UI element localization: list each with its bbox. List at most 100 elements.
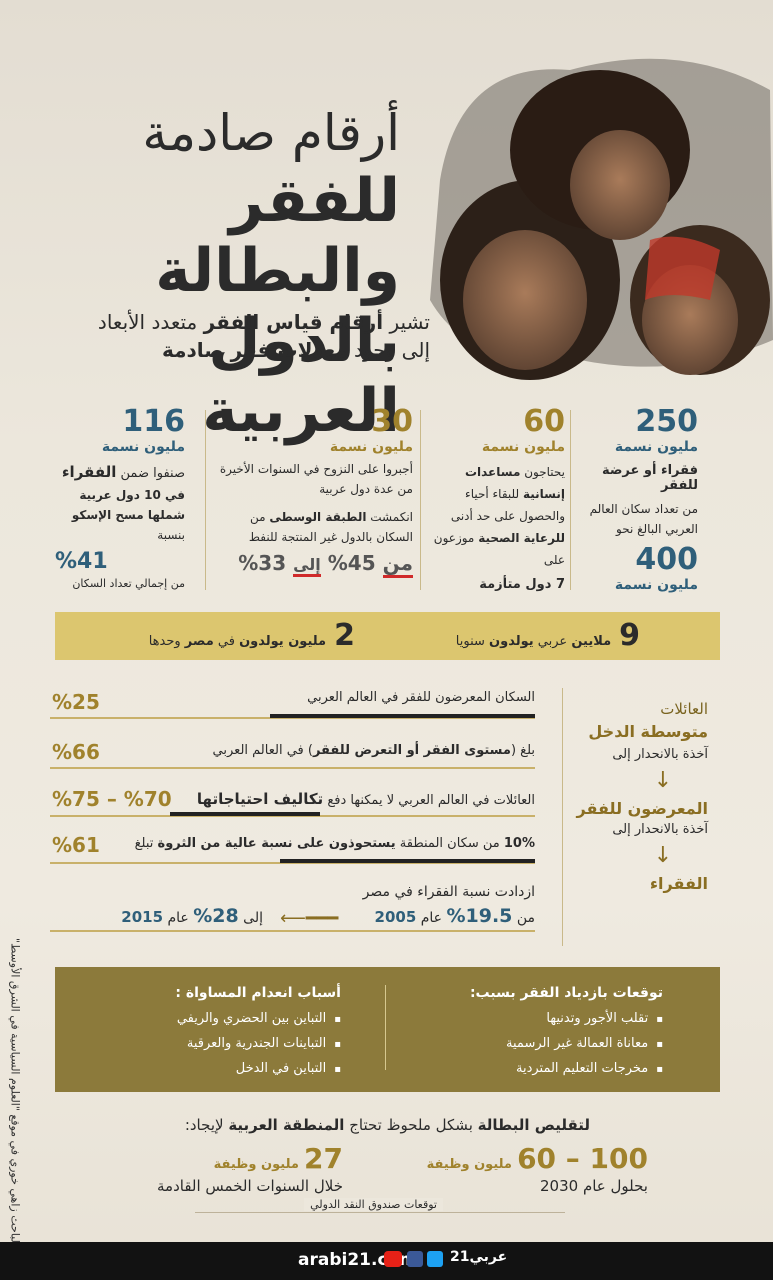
decor: [170, 812, 320, 816]
decor: [50, 767, 535, 769]
decor: [50, 815, 535, 817]
text: مستوى الفقر أو التعرض للفقر: [312, 743, 511, 758]
stat-number: 400: [635, 542, 698, 577]
text: في 10 دول عربية شملها مسح الإسكو: [71, 488, 185, 522]
text: آخذة بالانحدار إلى: [612, 747, 708, 762]
text: انكمشت: [366, 510, 413, 524]
decline-flow: العائلات متوسطة الدخل آخذة بالانحدار إلى…: [548, 700, 708, 893]
text: للرعاية الصحية: [478, 531, 565, 545]
arrow: ⟵━━━: [280, 908, 339, 929]
decor: [270, 714, 535, 718]
text: من إجمالي تعداد السكان: [72, 577, 185, 590]
text: موزعون على: [433, 531, 565, 567]
births: 2 مليون يولدون في مصر وحدها: [149, 618, 355, 660]
text: آخذة بالانحدار إلى: [612, 822, 708, 837]
heading: أسباب انعدام المساواة :: [175, 985, 341, 1001]
number: 60 – 100: [517, 1142, 648, 1175]
facebook-icon[interactable]: [407, 1251, 423, 1267]
text: بنسبة: [157, 528, 185, 542]
rate-text: 10% من سكان المنطقة يستحوذون على نسبة عا…: [135, 836, 535, 851]
arrow: ↓: [653, 768, 673, 793]
stat: 116 مليون نسمة صنفوا ضمن الفقراء في 10 د…: [55, 405, 185, 594]
decor: [205, 410, 206, 590]
text: تكاليف احتياجاتها: [196, 790, 324, 808]
text: بشكل ملحوظ تحتاج: [344, 1116, 478, 1134]
list-item: معاناة العمالة غير الرسمية: [403, 1032, 663, 1057]
text: مساعدات إنسانية: [464, 465, 565, 501]
text: بحلول عام 2030: [539, 1177, 648, 1195]
text: 7 دول متأزمة: [479, 577, 565, 592]
stat-number: 30: [371, 404, 413, 439]
decor: من %45 إلى %33: [215, 551, 413, 578]
decor: يحتاجون مساعدات إنسانية للبقاء أحياء وال…: [428, 461, 565, 571]
egypt-from: من %19.5 عام 2005: [375, 905, 535, 927]
text: خلال السنوات الخمس القادمة: [157, 1177, 343, 1195]
stat: 250 مليون نسمة فقراء أو عرضة للفقر من تع…: [578, 404, 698, 594]
text: عام: [420, 910, 443, 926]
decor: [562, 688, 563, 946]
stat-unit: مليون نسمة: [329, 439, 413, 455]
text: تشير: [383, 310, 431, 334]
text: إلى وجود: [347, 338, 430, 362]
jobs-intro: لتقليص البطالة بشكل ملحوظ تحتاج المنطقة …: [185, 1116, 590, 1134]
decor: [280, 859, 535, 863]
text: وحدها: [148, 634, 185, 649]
rate-text: بلغ (مستوى الفقر أو التعرض للفقر) في الع…: [213, 743, 535, 758]
text: صنفوا ضمن: [116, 466, 185, 481]
decor: [385, 985, 386, 1070]
arrow: ↓: [653, 843, 673, 868]
text: يحتاجون: [520, 465, 565, 479]
text: يولدون: [489, 634, 534, 649]
text: السكان المعرضون للفقر في العالم العربي: [307, 690, 535, 705]
text: العائلات في العالم العربي لا يمكنها دفع: [323, 793, 535, 808]
births-band: [55, 612, 720, 660]
text: المنطقة العربية: [228, 1116, 345, 1134]
source: المصدر: الباحث زاهي خوري في موقع "العلوم…: [8, 938, 22, 1280]
stat: 60 مليون نسمة يحتاجون مساعدات إنسانية لل…: [428, 405, 565, 593]
text: 10%: [503, 836, 535, 851]
text: من تعداد سكان العالم العربي البالغ نحو: [589, 502, 698, 536]
decor: [420, 410, 421, 590]
stat-number: 250: [635, 404, 698, 439]
rate-value: %61: [52, 833, 100, 857]
youtube-icon[interactable]: [384, 1251, 402, 1267]
decor: [570, 410, 571, 590]
text: أجبروا على النزوح في السنوات الأخيرة من …: [219, 462, 413, 496]
text: المعرضون للفقر: [576, 799, 708, 818]
subtitle: تشير أرقام قياس الفقر متعدد الأبعاد إلى …: [10, 308, 430, 364]
text: عربي: [533, 634, 572, 649]
text: من: [516, 910, 535, 926]
text: إلى: [243, 910, 263, 926]
rate-value: %25: [52, 690, 100, 714]
stat-unit: مليون نسمة: [101, 439, 185, 455]
rate-text: العائلات في العالم العربي لا يمكنها دفع …: [197, 790, 535, 808]
value: %45: [327, 551, 376, 575]
unit: مليون وظيفة: [426, 1157, 512, 1172]
text: الطبقة الوسطى: [269, 510, 367, 524]
decor: %75 – %70: [52, 787, 172, 811]
decor: %25: [52, 690, 100, 714]
decor: [195, 1212, 565, 1213]
job-target: 27 مليون وظيفة خلال السنوات الخمس القادم…: [103, 1142, 343, 1195]
value: %28: [193, 905, 239, 927]
text: مصر: [184, 634, 214, 649]
photo: [430, 58, 773, 380]
text: معدلات فقر صادمة: [162, 338, 348, 362]
jobs-source: توقعات صندوق النقد الدولي: [304, 1198, 443, 1211]
brand[interactable]: عربي21: [450, 1249, 508, 1265]
value: %33: [238, 551, 287, 575]
twitter-icon[interactable]: [427, 1251, 443, 1267]
title-line: بالدول العربية: [202, 306, 400, 446]
unit: مليون وظيفة: [213, 1157, 299, 1172]
number: 2: [334, 618, 355, 653]
text: من: [382, 551, 413, 578]
text: متعدد الأبعاد: [97, 310, 204, 334]
stat-unit: مليون نسمة: [481, 439, 565, 455]
text: لتقليص: [529, 1116, 590, 1134]
number: 27: [304, 1142, 343, 1175]
text: عام: [167, 910, 189, 926]
stat-unit: مليون نسمة: [614, 439, 698, 455]
stat: 30 مليون نسمة أجبروا على النزوح في السنو…: [215, 404, 413, 578]
text: ملايين: [571, 634, 612, 649]
